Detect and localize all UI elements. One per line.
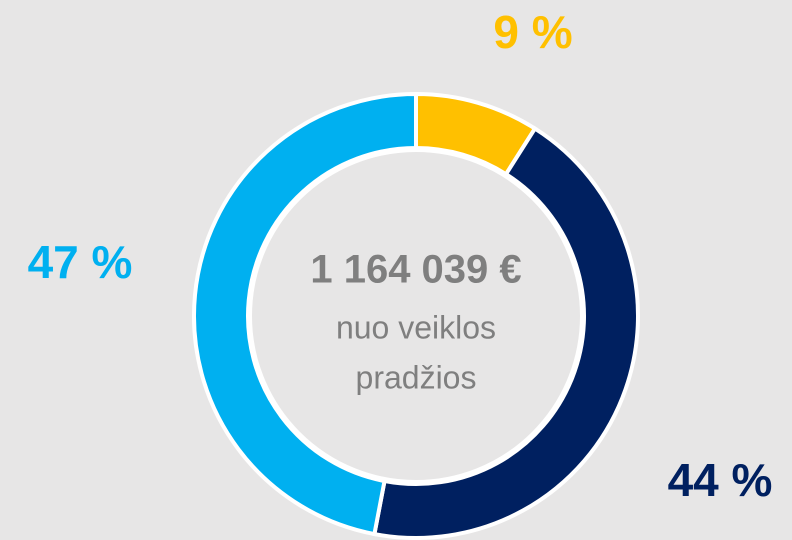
center-title: 1 164 039 € xyxy=(310,248,521,292)
value-label: 44 % xyxy=(668,454,773,506)
inner-circle xyxy=(248,148,584,484)
center-subtitle: nuo veiklos xyxy=(336,309,496,345)
value-label: 9 % xyxy=(493,6,572,58)
center-subtitle: pradžios xyxy=(356,359,477,395)
value-label: 47 % xyxy=(28,236,133,288)
